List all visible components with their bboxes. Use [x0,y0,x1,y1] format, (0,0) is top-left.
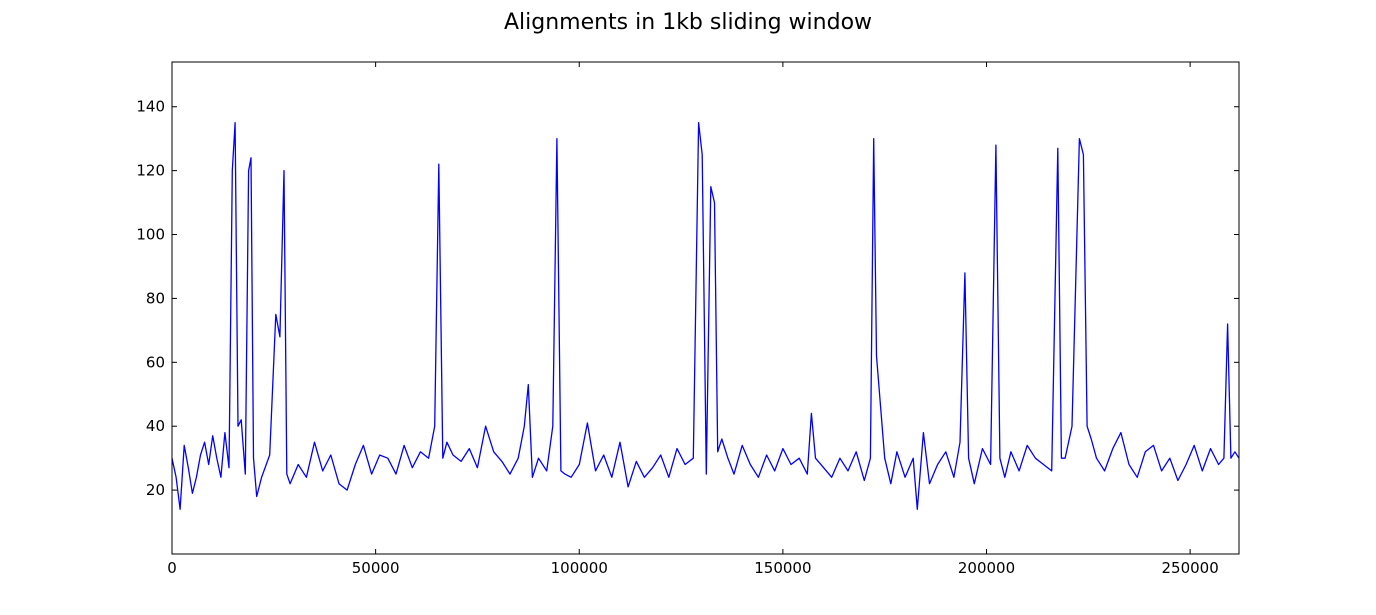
x-tick-label: 0 [167,559,177,577]
chart-title: Alignments in 1kb sliding window [503,10,873,35]
x-tick-label: 250000 [1161,559,1218,577]
y-tick-label: 140 [136,98,165,116]
y-tick-label: 60 [146,353,165,371]
y-tick-label: 120 [136,162,165,180]
x-tick-label: 200000 [958,559,1015,577]
y-tick-label: 80 [146,289,165,307]
y-tick-label: 40 [146,417,165,435]
series-line-0 [171,122,1240,510]
y-tick-label: 20 [146,481,165,499]
plot-area-frame [171,61,1240,555]
y-axis: 20 40 60 80 100 120 140 [136,98,1239,499]
series-layer [171,122,1240,510]
x-tick-label: 150000 [754,559,811,577]
x-axis: 0 50000 100000 150000 200000 250000 [167,62,1219,577]
y-tick-label: 100 [136,226,165,244]
x-tick-label: 100000 [551,559,608,577]
x-tick-label: 50000 [352,559,400,577]
